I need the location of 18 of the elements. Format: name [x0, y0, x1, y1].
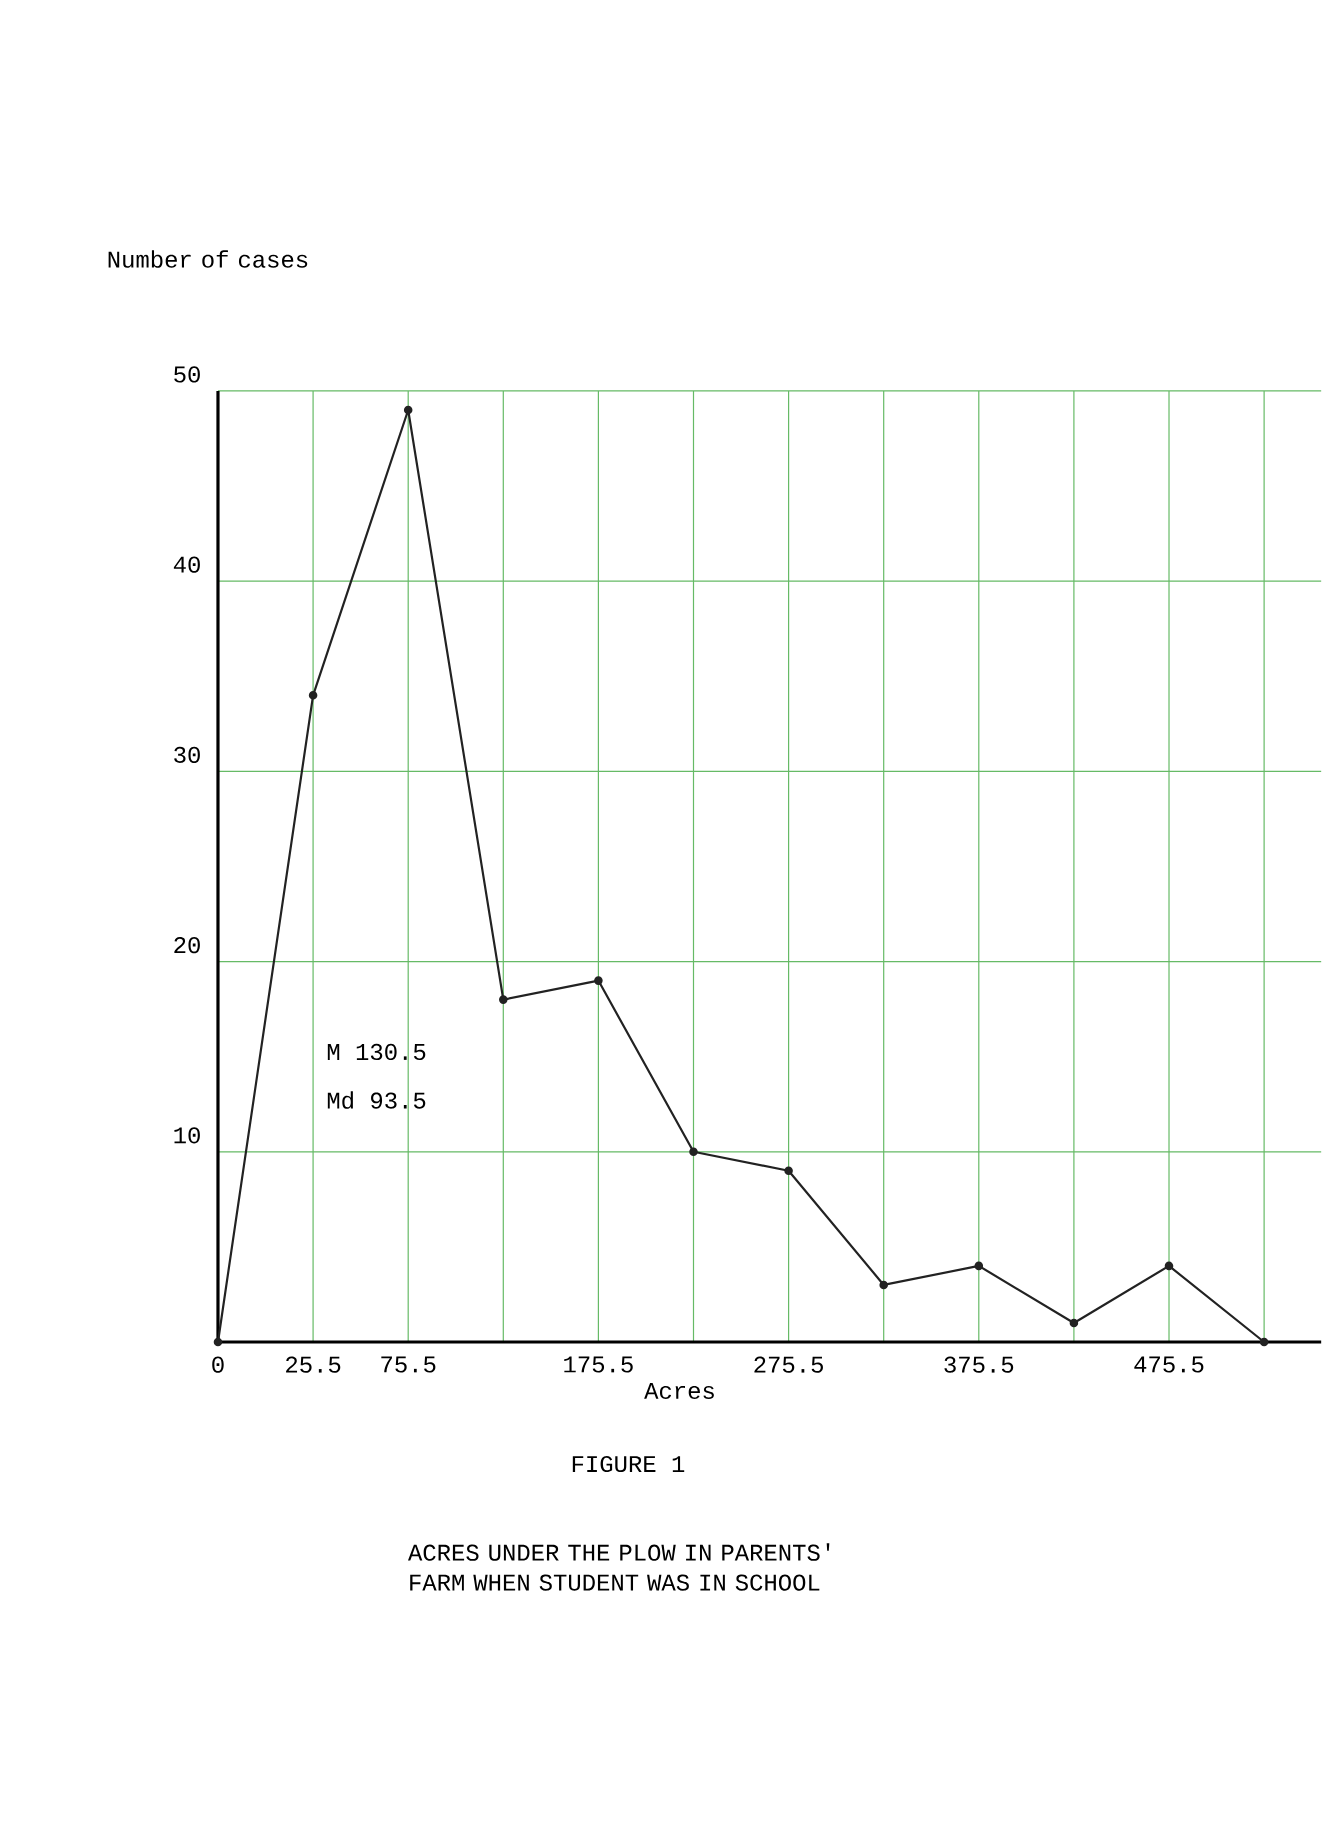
- text: FIGURE 1: [572, 1455, 685, 1473]
- x-axis-title: Acres: [644, 1383, 714, 1399]
- x-tick-label: 75.5: [381, 1356, 436, 1373]
- y-tick-label: 30: [174, 746, 200, 763]
- y-tick-label: 50: [174, 366, 200, 383]
- x-tick-label: 25.5: [286, 1356, 341, 1373]
- x-tick-label: 375.5: [944, 1356, 1014, 1373]
- x-tick-label: 275.5: [754, 1356, 823, 1373]
- x-tick-label: 0: [212, 1356, 224, 1373]
- y-tick-label: 10: [174, 1127, 200, 1144]
- annotation: Md 93.5: [327, 1091, 426, 1109]
- annotation: M 130.5: [327, 1043, 426, 1061]
- y-tick-label: 20: [174, 936, 200, 954]
- x-tick-label: 475.5: [1134, 1356, 1204, 1373]
- text: ACRES UNDER THE PLOW IN PARENTS' FARM WHEN STUDENT WAS IN SCHOOL: [407, 1543, 830, 1591]
- y-axis-title: Number of cases: [108, 250, 308, 268]
- y-tick-label: 40: [173, 556, 200, 573]
- x-tick-label: 175.5: [564, 1356, 633, 1373]
